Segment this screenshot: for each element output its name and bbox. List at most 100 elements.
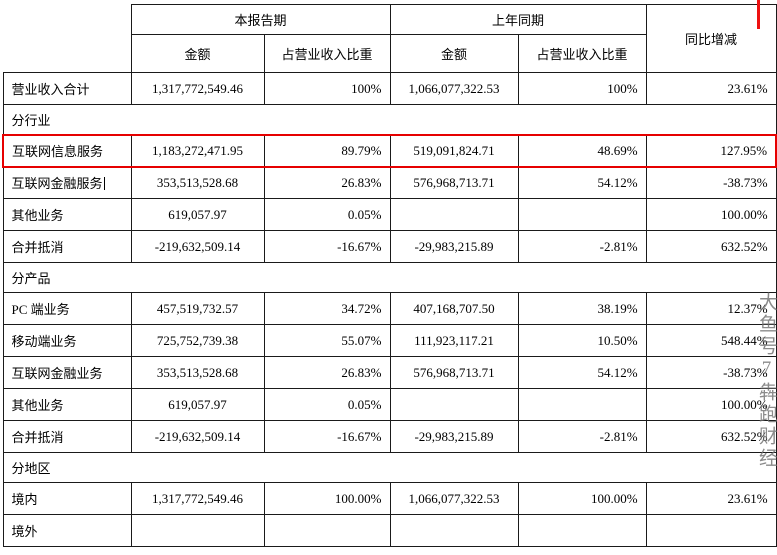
cell-prior-amount [389,198,519,231]
cell-current-pct: 100% [263,72,391,105]
cell-yoy-change: 100.00% [645,388,777,421]
cell-prior-pct: 48.69% [517,133,647,168]
cell-yoy-change-text: 127.95% [720,142,768,158]
cell-current-pct-text: 34.72% [341,300,382,316]
cell-current-amount: -219,632,509.14 [130,230,265,263]
cell-current-amount-text: 353,513,528.68 [156,174,239,190]
cell-prior-pct [517,514,647,547]
cell-current-amount-text: 725,752,739.38 [156,332,239,348]
cell-yoy-change: 100.00% [645,198,777,231]
table-row: 互联网金融服务 353,513,528.68 26.83% 576,968,713.7… [2,166,777,199]
table-row: 其他业务 619,057.97 0.05% 100.00% [2,198,777,231]
row-label-text: 其他业务 [11,398,64,413]
cell-prior-pct [517,388,647,421]
row-label: 其他业务 [2,388,132,421]
cell-yoy-change: 23.61% [645,72,777,105]
header-current-amount: 金额 [130,34,265,73]
table-row: 互联网金融业务 353,513,528.68 26.83% 576,968,713.7… [2,356,777,389]
cell-current-amount: 457,519,732.57 [130,292,265,325]
cell-current-pct-text: 89.79% [341,142,382,158]
row-label-text: 互联网金融业务 [11,366,103,381]
table-row: 合并抵消 -219,632,509.14 -16.67% -29,983,215.89… [2,230,777,263]
cell-prior-pct-text: -2.81% [599,428,638,444]
cell-prior-pct: 38.19% [517,292,647,325]
table-header: 本报告期 上年同期 同比增减 金额 占营业收入比重 金额 占营业收入比重 [3,4,777,73]
row-label: 合并抵消 [2,420,132,453]
row-label: 互联网信息服务 [2,133,132,168]
cell-prior-amount-text: 407,168,707.50 [413,300,495,316]
header-prior-amount: 金额 [389,34,519,73]
cell-prior-pct-text: 48.69% [597,142,638,158]
table-row: 境外 [2,514,777,547]
cell-prior-pct: 54.12% [517,166,647,199]
cell-prior-amount: 576,968,713.71 [389,356,519,389]
cell-yoy-change: -38.73% [645,166,777,199]
cell-current-pct: 100.00% [263,482,391,515]
cell-yoy-change-text: 100.00% [720,396,768,412]
header-row-subcolumns: 金额 占营业收入比重 金额 占营业收入比重 [3,34,776,73]
cell-current-pct-text: 100.00% [334,490,382,506]
row-label-text: 营业收入合计 [11,82,90,97]
header-prior-pct: 占营业收入比重 [517,34,647,73]
row-label: 境外 [2,514,132,547]
cell-current-pct-text: 26.83% [341,174,382,190]
header-row-groups: 本报告期 上年同期 同比增减 [3,4,777,73]
red-scroll-marker [757,0,760,29]
cell-yoy-change: 632.52% [645,420,777,453]
cell-current-amount: 725,752,739.38 [130,324,265,357]
cell-current-amount-text: 1,317,772,549.46 [152,490,243,506]
cell-yoy-change: 127.95% [645,133,777,168]
cell-current-pct-text: 55.07% [341,332,382,348]
cell-current-amount: 1,317,772,549.46 [130,72,265,105]
cell-prior-pct-text: 100% [607,80,638,96]
cell-yoy-change-text: 100.00% [720,206,768,222]
row-label-text: 境外 [11,524,38,539]
cell-prior-amount-text: -29,983,215.89 [414,428,494,444]
cell-prior-amount: 1,066,077,322.53 [389,482,519,515]
section-label: 分产品 [2,262,777,293]
cell-yoy-change-text: 632.52% [720,238,768,254]
header-corner-blank [3,4,132,35]
cell-current-pct-text: 100% [351,80,382,96]
cell-current-pct-text: -16.67% [337,428,382,444]
row-label-text: 互联网信息服务 [12,144,104,159]
cell-yoy-change-text: 632.52% [720,428,768,444]
cell-prior-pct-text: 54.12% [597,364,638,380]
cell-current-amount: 1,183,272,471.95 [130,133,265,168]
row-label-text: 境内 [11,492,38,507]
header-corner-blank [3,34,132,73]
cell-yoy-change: 12.37% [645,292,777,325]
header-current-pct: 占营业收入比重 [263,34,391,73]
cell-prior-pct: -2.81% [517,230,647,263]
cell-prior-pct: -2.81% [517,420,647,453]
cell-prior-amount-text: 576,968,713.71 [413,174,495,190]
cell-prior-pct: 10.50% [517,324,647,357]
table-row: 移动端业务 725,752,739.38 55.07% 111,923,117.21 1… [2,324,777,357]
cell-yoy-change: -38.73% [645,356,777,389]
cell-current-amount: 619,057.97 [130,388,265,421]
row-label: PC 端业务 [2,292,132,325]
cell-yoy-change-text: 548.44% [720,332,768,348]
cell-current-pct-text: -16.67% [337,238,382,254]
row-label: 移动端业务 [2,324,132,357]
cell-prior-amount-text: 576,968,713.71 [413,364,495,380]
header-prior-period: 上年同期 [389,4,647,35]
cell-yoy-change: 632.52% [645,230,777,263]
cell-current-amount [130,514,265,547]
row-label-text: PC 端业务 [11,302,70,317]
header-current-period: 本报告期 [130,4,391,35]
cell-prior-pct-text: 10.50% [597,332,638,348]
cell-prior-amount: 576,968,713.71 [389,166,519,199]
section-row: 分产品 [2,262,777,293]
cell-prior-pct-text: -2.81% [599,238,638,254]
cell-prior-pct: 100% [517,72,647,105]
cell-current-pct: 0.05% [263,388,391,421]
cell-current-amount-text: 619,057.97 [168,396,227,412]
table-row: PC 端业务 457,519,732.57 34.72% 407,168,707.50… [2,292,777,325]
cell-current-amount-text: 1,317,772,549.46 [152,80,243,96]
table-row: 境内 1,317,772,549.46 100.00% 1,066,077,322.5… [2,482,777,515]
cell-prior-amount: 407,168,707.50 [389,292,519,325]
row-label-text: 合并抵消 [11,240,64,255]
cell-current-pct: 89.79% [263,133,391,168]
section-row: 分行业 [2,104,777,135]
